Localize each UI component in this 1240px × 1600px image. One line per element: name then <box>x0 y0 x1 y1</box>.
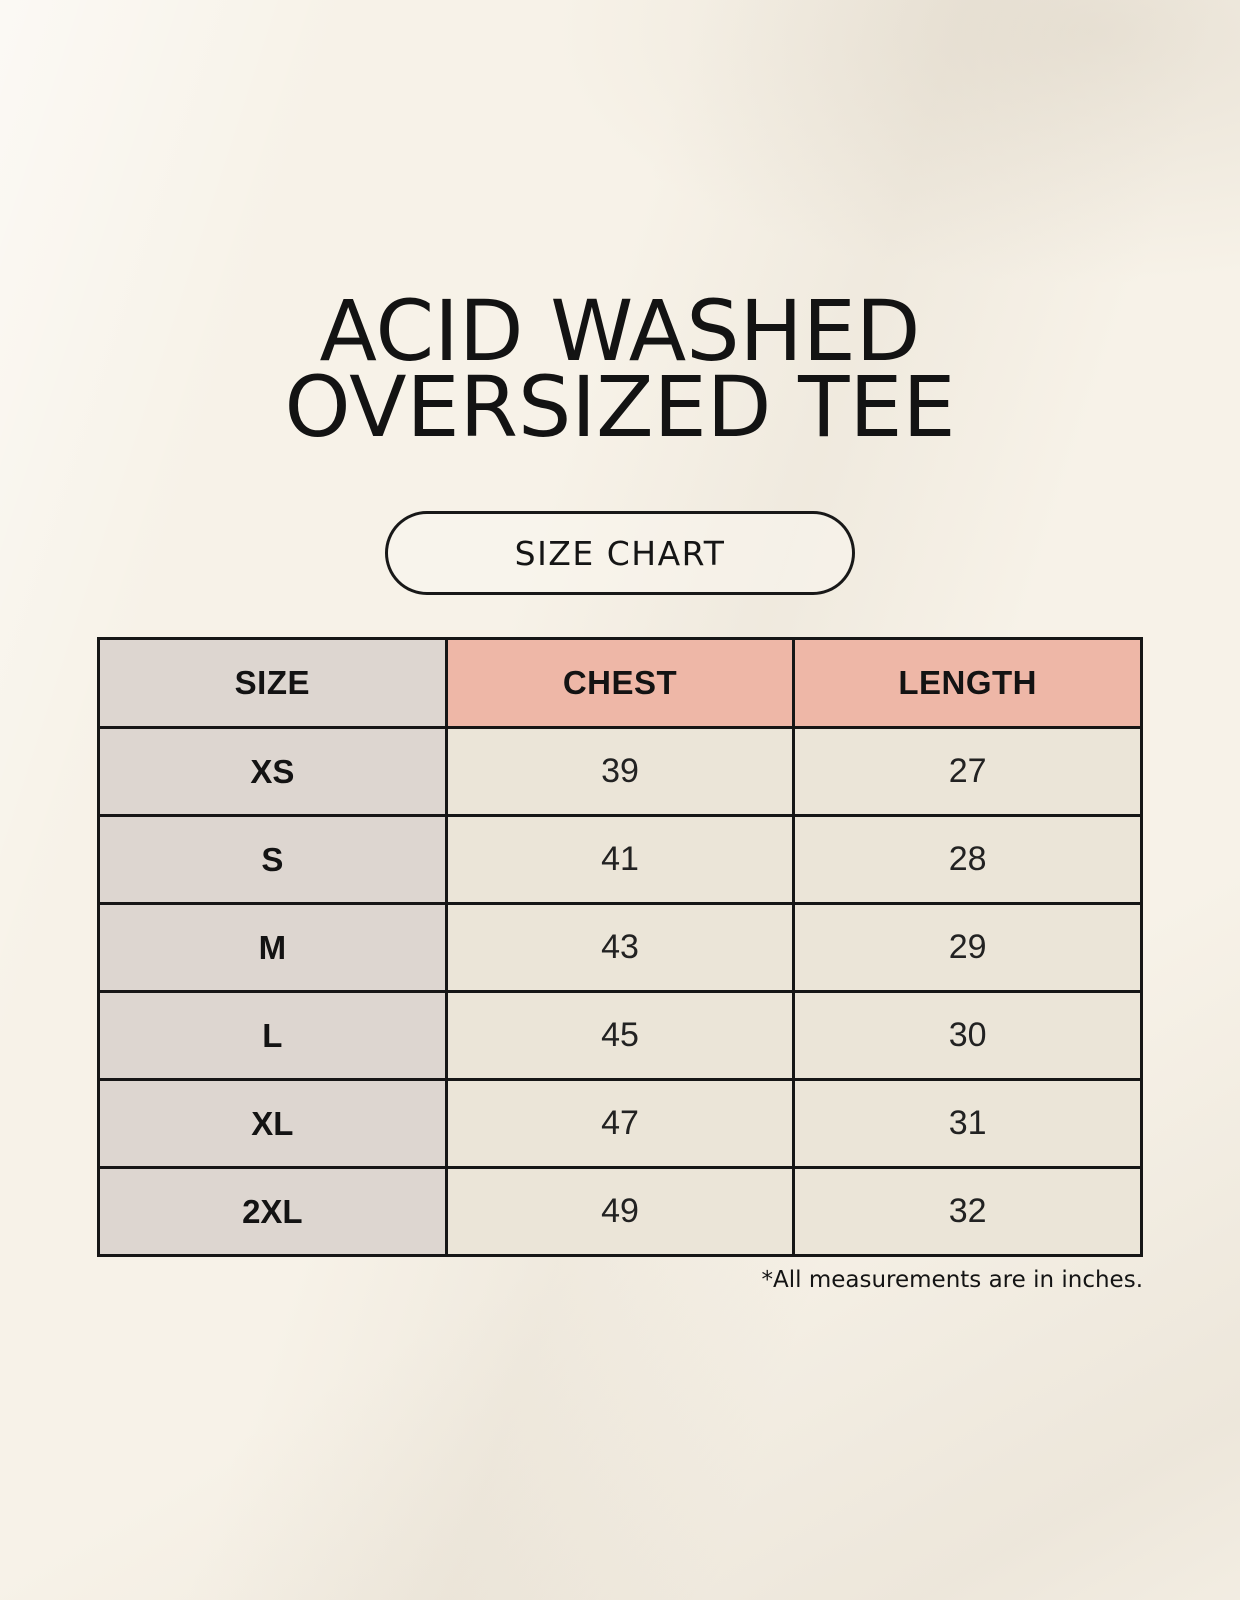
size-chart-button[interactable]: SIZE CHART <box>385 511 855 596</box>
chest-cell: 43 <box>444 902 796 994</box>
length-cell: 30 <box>792 990 1143 1082</box>
size-chart-button-label: SIZE CHART <box>514 533 726 573</box>
table-row: 2XL 49 32 <box>97 1166 1143 1258</box>
product-title: ACID WASHED OVERSIZED TEE <box>97 282 1143 456</box>
size-cell: XS <box>97 726 448 818</box>
size-chart-table: SIZE CHEST LENGTH XS 39 27 S 41 28 M 43 29 L 45 30 X… <box>97 637 1143 1258</box>
column-header-chest: CHEST <box>444 637 796 730</box>
length-cell: 32 <box>792 1166 1143 1258</box>
table-row: M 43 29 <box>97 902 1143 994</box>
table-row: XS 39 27 <box>97 726 1143 818</box>
column-header-length: LENGTH <box>792 637 1143 730</box>
product-title-line1: ACID WASHED <box>319 282 921 380</box>
size-chart-table-body: XS 39 27 S 41 28 M 43 29 L 45 30 XL 47 31 2XL 49 32 <box>97 726 1143 1258</box>
measurements-note: *All measurements are in inches. <box>761 1267 1144 1294</box>
size-chart-table-header: SIZE CHEST LENGTH <box>97 637 1143 730</box>
size-cell: M <box>97 902 448 994</box>
length-cell: 31 <box>792 1078 1143 1170</box>
chest-cell: 47 <box>444 1078 796 1170</box>
chest-cell: 45 <box>444 990 796 1082</box>
size-cell: L <box>97 990 448 1082</box>
table-row: S 41 28 <box>97 814 1143 906</box>
chest-cell: 41 <box>444 814 796 906</box>
length-cell: 27 <box>792 726 1143 818</box>
column-header-size: SIZE <box>97 637 448 730</box>
table-row: L 45 30 <box>97 990 1143 1082</box>
product-title-line2: OVERSIZED TEE <box>284 357 956 456</box>
size-cell: 2XL <box>97 1166 448 1258</box>
size-cell: XL <box>97 1078 448 1170</box>
size-chart-page: ACID WASHED OVERSIZED TEE SIZE CHART SIZ… <box>97 0 1143 1293</box>
chest-cell: 39 <box>444 726 796 818</box>
chest-cell: 49 <box>444 1166 796 1258</box>
table-row: XL 47 31 <box>97 1078 1143 1170</box>
length-cell: 29 <box>792 902 1143 994</box>
header-row: SIZE CHEST LENGTH <box>97 637 1143 730</box>
size-cell: S <box>97 814 448 906</box>
length-cell: 28 <box>792 814 1143 906</box>
